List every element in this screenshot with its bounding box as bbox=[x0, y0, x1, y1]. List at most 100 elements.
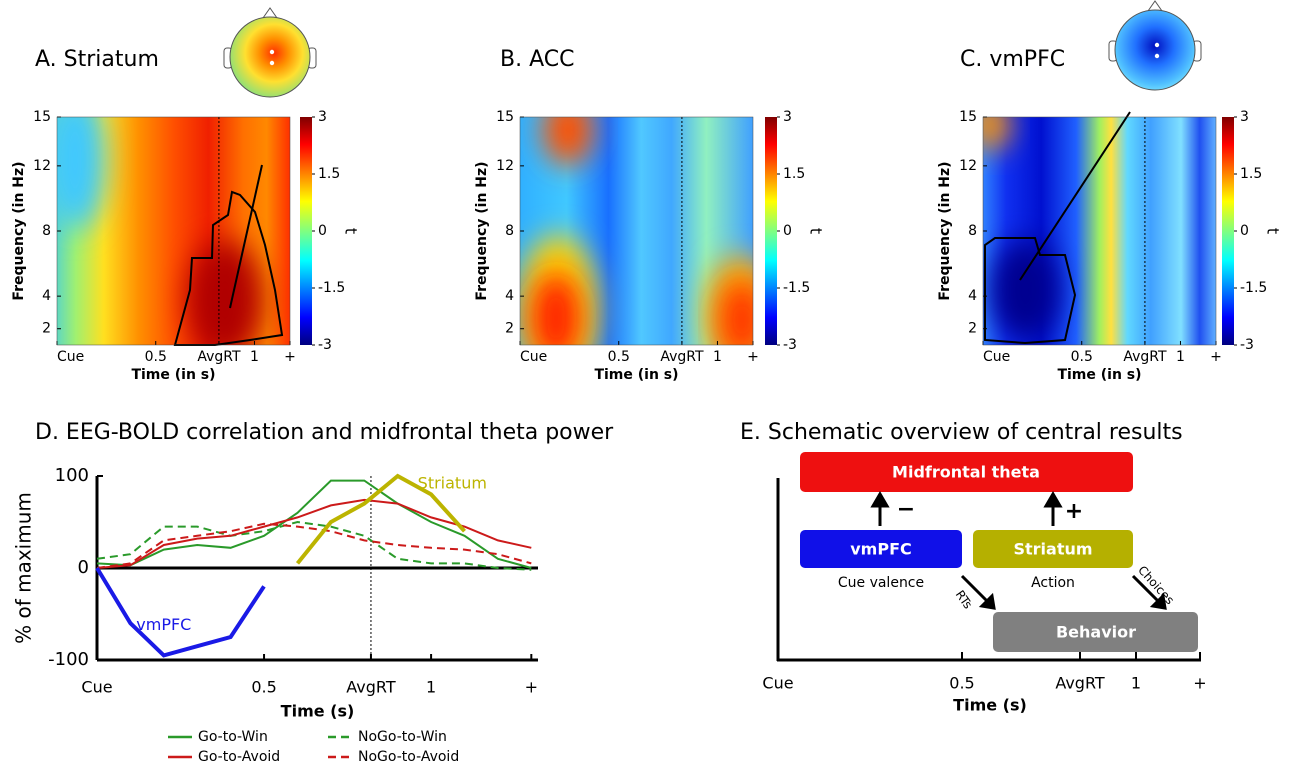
colorbar-tick-label: -3 bbox=[318, 337, 332, 353]
y-axis-label: % of maximum bbox=[12, 492, 36, 644]
box-label: Midfrontal theta bbox=[892, 463, 1040, 482]
x-axis-label: Time (in s) bbox=[131, 367, 215, 383]
cluster-contour bbox=[173, 190, 284, 346]
x-tick-label: AvgRT bbox=[660, 349, 704, 365]
y-tick-label: 2 bbox=[505, 321, 514, 337]
y-tick-label: 2 bbox=[968, 321, 977, 337]
x-tick-label: Cue bbox=[983, 349, 1010, 365]
plot-frame bbox=[519, 116, 754, 346]
x-tick-label: + bbox=[284, 349, 296, 365]
colorbar-tick-label: -1.5 bbox=[1240, 280, 1267, 296]
series-label: vmPFC bbox=[136, 615, 191, 634]
series-line bbox=[96, 479, 532, 569]
arrow-label: RTs bbox=[953, 588, 975, 612]
x-axis-label: Time (in s) bbox=[594, 367, 678, 383]
x-tick-label: AvgRT bbox=[1055, 674, 1105, 693]
series-line bbox=[295, 473, 466, 565]
y-tick-label: 15 bbox=[33, 109, 51, 125]
colorbar bbox=[300, 117, 312, 345]
caption: Cue valence bbox=[838, 575, 924, 591]
x-tick-label: 1 bbox=[713, 349, 722, 365]
panel-title: C. vmPFC bbox=[960, 47, 1065, 72]
x-tick-label: + bbox=[1193, 674, 1206, 693]
heatmap-b bbox=[520, 117, 753, 345]
series-line bbox=[96, 522, 532, 569]
colorbar bbox=[1222, 117, 1234, 345]
series-line bbox=[96, 520, 532, 571]
series-line bbox=[95, 566, 266, 658]
y-tick-label: 12 bbox=[496, 158, 514, 174]
y-tick-label: 100 bbox=[55, 465, 89, 486]
box bbox=[800, 530, 962, 568]
x-tick-label: 0.5 bbox=[145, 349, 167, 365]
panel-title: B. ACC bbox=[500, 47, 574, 72]
y-axis-label: Frequency (in Hz) bbox=[937, 161, 953, 300]
x-tick-label: Cue bbox=[81, 678, 112, 697]
y-axis-label: Frequency (in Hz) bbox=[11, 161, 27, 300]
colorbar-tick-label: 1.5 bbox=[1240, 166, 1262, 182]
x-tick-label: Cue bbox=[762, 674, 793, 693]
colorbar-tick-label: 3 bbox=[318, 109, 327, 125]
colorbar-tick-label: 0 bbox=[783, 223, 792, 239]
heatmap-a bbox=[57, 117, 290, 345]
colorbar-tick-label: 1.5 bbox=[783, 166, 805, 182]
x-tick-label: + bbox=[1210, 349, 1222, 365]
colorbar-tick-label: -1.5 bbox=[318, 280, 345, 296]
colorbar bbox=[765, 117, 777, 345]
colorbar-tick-label: 1.5 bbox=[318, 166, 340, 182]
x-axis-label: Time (s) bbox=[953, 696, 1027, 715]
sign: + bbox=[1065, 499, 1083, 524]
y-tick-label: 4 bbox=[42, 288, 51, 304]
arrow bbox=[1131, 574, 1167, 610]
sign: − bbox=[897, 497, 915, 522]
arrow bbox=[960, 574, 996, 610]
series-label: Striatum bbox=[418, 474, 487, 493]
x-tick-label: AvgRT bbox=[1123, 349, 1167, 365]
box bbox=[973, 530, 1133, 568]
x-tick-label: 1 bbox=[250, 349, 259, 365]
x-tick-label: 0.5 bbox=[251, 678, 276, 697]
colorbar-tick-label: 3 bbox=[783, 109, 792, 125]
y-tick-label: 8 bbox=[505, 223, 514, 239]
topo-pointer bbox=[1019, 111, 1131, 281]
x-tick-label: + bbox=[747, 349, 759, 365]
heatmap-c bbox=[983, 117, 1216, 345]
x-tick-label: 0.5 bbox=[608, 349, 630, 365]
x-tick-label: AvgRT bbox=[197, 349, 241, 365]
y-tick-label: 12 bbox=[33, 158, 51, 174]
x-tick-label: 1 bbox=[1131, 674, 1141, 693]
colorbar-tick-label: -1.5 bbox=[783, 280, 810, 296]
legend-label: NoGo-to-Avoid bbox=[358, 749, 459, 765]
colorbar-tick-label: 3 bbox=[1240, 109, 1249, 125]
y-axis-label: Frequency (in Hz) bbox=[474, 161, 490, 300]
x-axis-label: Time (in s) bbox=[1057, 367, 1141, 383]
y-tick-label: 4 bbox=[968, 288, 977, 304]
y-tick-label: 8 bbox=[42, 223, 51, 239]
x-tick-label: 0.5 bbox=[1071, 349, 1093, 365]
topo-head-a bbox=[223, 7, 317, 98]
y-tick-label: 12 bbox=[959, 158, 977, 174]
colorbar-tick-label: -3 bbox=[783, 337, 797, 353]
plot-frame bbox=[56, 116, 291, 346]
panel-title: D. EEG-BOLD correlation and midfrontal t… bbox=[35, 420, 614, 445]
colorbar-tick-label: 0 bbox=[1240, 223, 1249, 239]
y-tick-label: 8 bbox=[968, 223, 977, 239]
schematic: E. Schematic overview of central results… bbox=[740, 420, 1207, 715]
colorbar-label: t bbox=[342, 228, 361, 234]
colorbar-label: t bbox=[807, 228, 826, 234]
topo-pointer bbox=[229, 164, 263, 309]
x-axis-label: Time (s) bbox=[281, 702, 355, 721]
y-tick-label: 2 bbox=[42, 321, 51, 337]
legend-label: NoGo-to-Win bbox=[358, 729, 447, 745]
colorbar-label: t bbox=[1264, 228, 1283, 234]
box-label: vmPFC bbox=[850, 540, 912, 559]
y-tick-label: 15 bbox=[496, 109, 514, 125]
y-tick-label: 0 bbox=[78, 557, 89, 578]
box bbox=[800, 452, 1133, 492]
x-tick-label: Cue bbox=[57, 349, 84, 365]
panel-title: A. Striatum bbox=[35, 47, 159, 72]
x-tick-label: 1 bbox=[1176, 349, 1185, 365]
topo-head-c bbox=[1108, 0, 1202, 91]
box-label: Behavior bbox=[1056, 623, 1136, 642]
